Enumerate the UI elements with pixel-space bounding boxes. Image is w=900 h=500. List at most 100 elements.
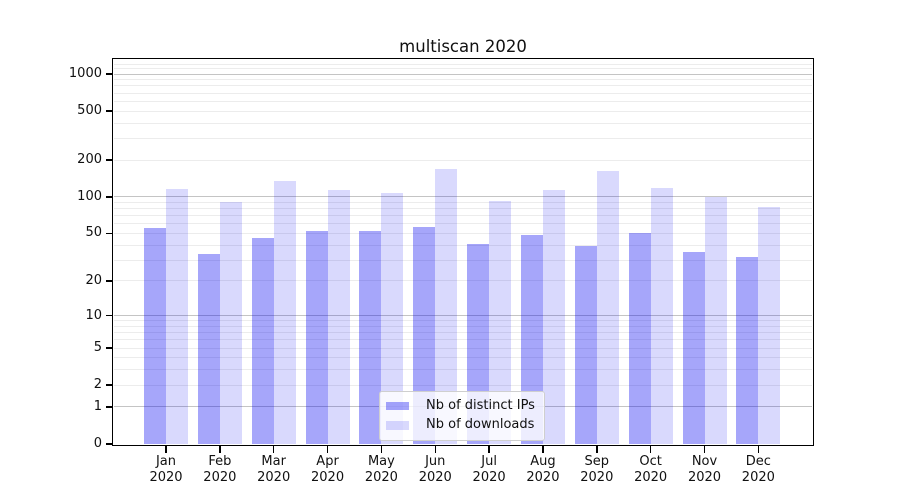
x-tick-label-jan: Jan 2020: [138, 454, 194, 485]
x-tick-month: Dec: [745, 454, 771, 469]
y-tick-label-50: 50: [85, 225, 102, 241]
bar-may-distinct-ips: [359, 231, 382, 444]
legend-swatch-icon: [386, 421, 409, 430]
x-tick-label-may: May 2020: [353, 454, 409, 485]
x-tick-label-apr: Apr 2020: [300, 454, 356, 485]
y-tick-label-100: 100: [77, 188, 102, 204]
x-tick-year: 2020: [203, 469, 237, 485]
x-axis: Jan 2020 Feb 2020 Mar 2020 Apr 2020 May 2020 Jun 20…: [114, 60, 812, 485]
x-tick-year: 2020: [311, 469, 345, 485]
minor-gridline-500: [114, 110, 812, 112]
y-tick-label-2: 2: [93, 377, 102, 393]
minor-gridline-1200: [114, 63, 812, 65]
y-tick-50: [106, 232, 113, 235]
y-tick-200: [106, 159, 113, 161]
y-tick-label-0: 0: [93, 436, 102, 451]
bar-nov-distinct-ips: [682, 252, 705, 444]
minor-gridline-700: [114, 92, 812, 94]
bar-feb-downloads: [219, 201, 242, 444]
y-tick-10: [106, 314, 113, 317]
legend-swatch-icon: [386, 401, 409, 410]
x-tick-year: 2020: [149, 469, 183, 485]
x-tick-apr: [326, 445, 329, 453]
y-tick-5: [106, 347, 113, 349]
gridlines-layer: [114, 60, 812, 444]
bar-jun-distinct-ips: [413, 226, 436, 444]
bar-may-downloads: [381, 193, 404, 444]
minor-gridline-90: [114, 201, 812, 203]
legend-label: Nb of distinct IPs: [426, 397, 535, 413]
legend-row-downloads: Nb of downloads: [386, 416, 535, 436]
x-tick-month: Nov: [691, 454, 718, 469]
x-tick-label-dec: Dec 2020: [730, 454, 786, 485]
minor-gridline-70: [114, 215, 812, 217]
bar-apr-distinct-ips: [305, 231, 328, 444]
x-tick-label-jun: Jun 2020: [407, 454, 463, 485]
bar-mar-distinct-ips: [251, 237, 274, 444]
y-tick-100: [106, 196, 113, 198]
bar-oct-distinct-ips: [628, 233, 651, 444]
x-tick-year: 2020: [580, 469, 614, 485]
bar-jul-downloads: [489, 201, 512, 444]
x-tick-label-sep: Sep 2020: [569, 454, 625, 485]
y-tick-label-1000: 1000: [68, 66, 102, 82]
minor-gridline-8: [114, 325, 812, 327]
x-tick-month: Aug: [530, 454, 556, 469]
minor-gridline-5: [114, 347, 812, 349]
x-tick-label-mar: Mar 2020: [246, 454, 302, 485]
x-tick-sep: [596, 445, 598, 453]
y-tick-1: [106, 406, 113, 408]
x-tick-month: Oct: [639, 454, 662, 469]
x-tick-month: Jun: [425, 454, 446, 469]
minor-gridline-6: [114, 339, 812, 341]
x-tick-label-jul: Jul 2020: [461, 454, 517, 485]
bar-dec-distinct-ips: [736, 256, 759, 444]
x-tick-jul: [488, 445, 490, 453]
y-tick-label-500: 500: [77, 103, 102, 119]
x-tick-mar: [272, 445, 275, 453]
bar-apr-downloads: [327, 189, 350, 444]
minor-gridline-600: [114, 100, 812, 102]
minor-gridline-800: [114, 85, 812, 87]
plot-area: 0 1 2 5 10 20 50 100 200 500 1000 Jan 2020 Feb 2020 Ma…: [69, 58, 814, 485]
minor-gridline-30: [114, 259, 812, 261]
major-gridline-1000: [114, 73, 812, 75]
y-tick-label-20: 20: [85, 272, 102, 288]
x-tick-year: 2020: [418, 469, 452, 485]
x-tick-year: 2020: [257, 469, 291, 485]
x-tick-year: 2020: [687, 469, 722, 485]
y-axis: 0 1 2 5 10 20 50 100 200 500 1000: [69, 60, 812, 451]
x-tick-label-feb: Feb 2020: [192, 454, 248, 485]
y-tick-1000: [106, 73, 113, 75]
x-tick-month: Jan: [155, 454, 177, 469]
chart-title: multiscan 2020: [399, 37, 527, 56]
legend-row-distinct-ips: Nb of distinct IPs: [386, 396, 535, 416]
minor-gridline-3: [114, 369, 812, 371]
minor-gridline-20: [114, 280, 812, 282]
legend: Nb of distinct IPs Nb of downloads: [379, 391, 545, 441]
major-gridline-100: [114, 196, 812, 198]
x-tick-label-aug: Aug 2020: [515, 454, 571, 485]
x-tick-nov: [703, 445, 706, 453]
y-tick-label-1: 1: [93, 398, 102, 414]
x-tick-may: [380, 445, 383, 453]
bar-sep-distinct-ips: [574, 246, 597, 444]
x-tick-month: May: [367, 454, 395, 469]
minor-gridline-200: [114, 159, 812, 161]
x-tick-label-nov: Nov 2020: [677, 454, 733, 485]
bar-nov-downloads: [704, 196, 727, 444]
y-tick-0: [106, 443, 113, 445]
y-tick-20: [106, 280, 113, 282]
major-gridline-10: [114, 315, 812, 317]
x-tick-label-oct: Oct 2020: [623, 454, 679, 485]
bar-jan-distinct-ips: [144, 228, 166, 444]
x-tick-month: Feb: [208, 454, 232, 469]
x-tick-year: 2020: [741, 469, 775, 485]
x-tick-jan: [165, 445, 167, 453]
minor-gridline-40: [114, 244, 812, 246]
minor-gridline-60: [114, 223, 812, 225]
x-tick-jun: [434, 445, 436, 453]
y-tick-2: [106, 384, 113, 386]
y-tick-label-200: 200: [77, 152, 102, 167]
bar-mar-downloads: [273, 180, 296, 444]
